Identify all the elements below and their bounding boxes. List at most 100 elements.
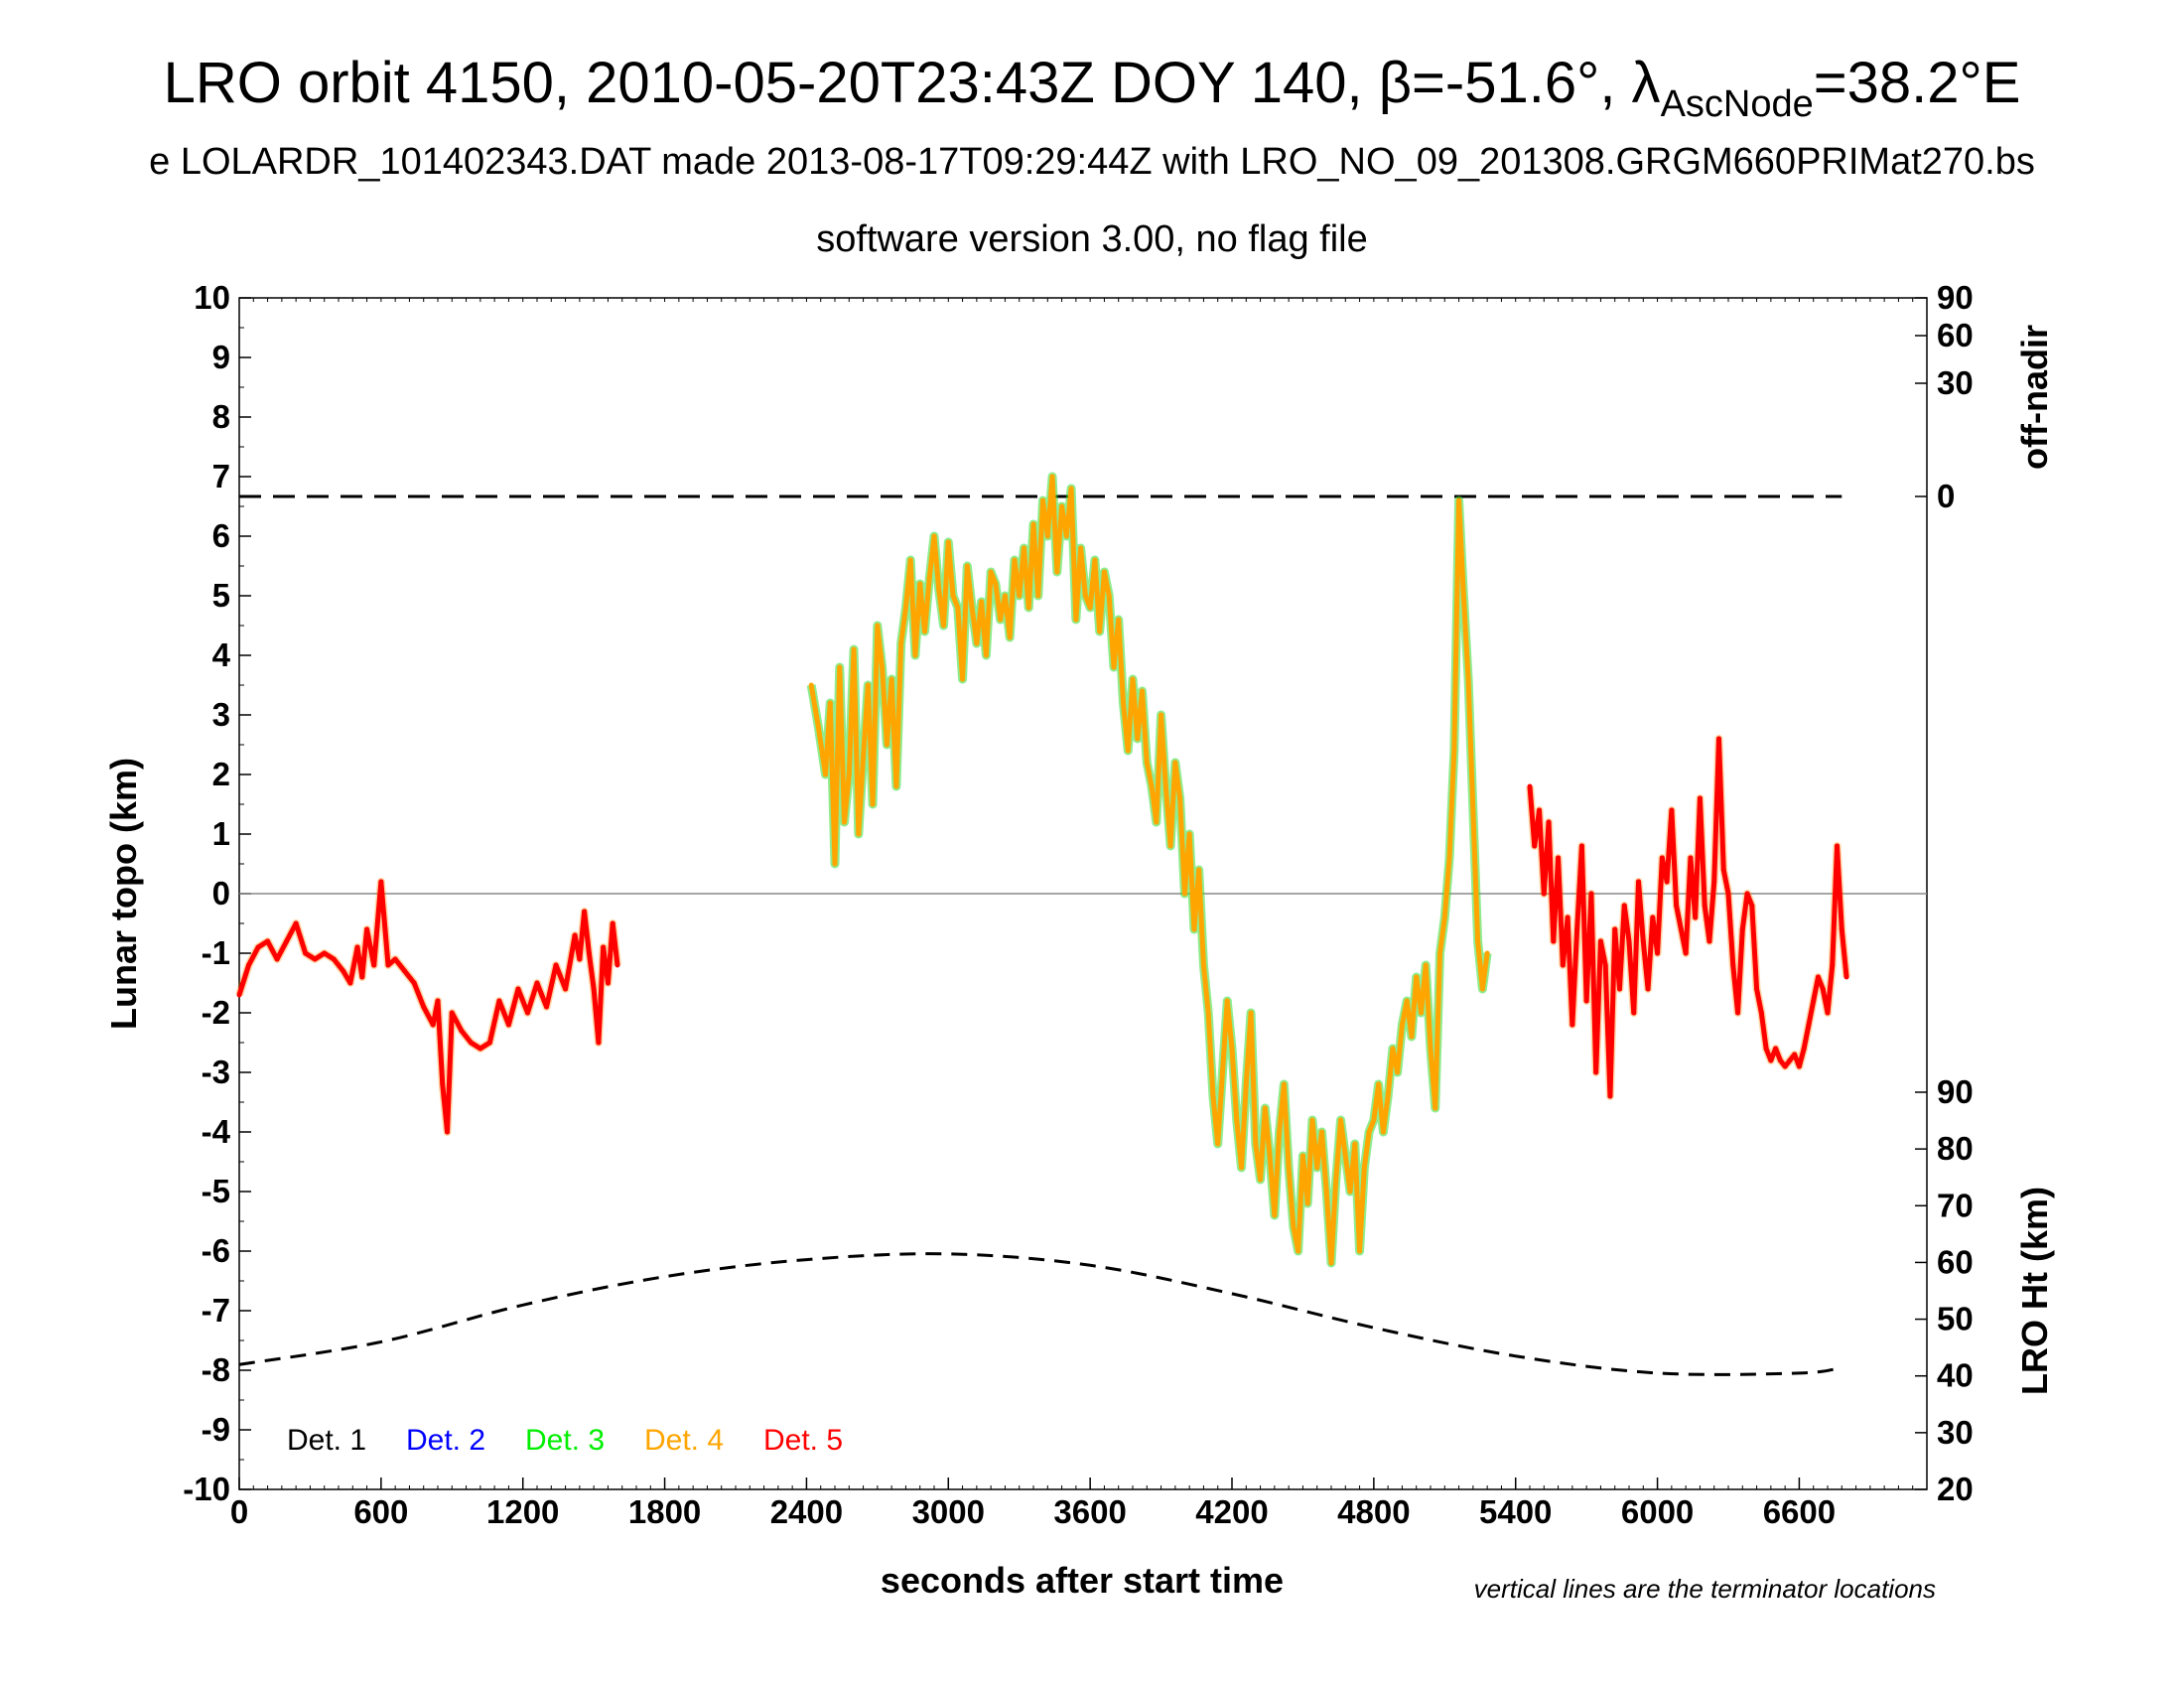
data-point	[870, 801, 876, 807]
data-point	[312, 956, 318, 962]
data-point	[1078, 545, 1084, 551]
data-point	[1101, 569, 1107, 575]
data-point	[1768, 1057, 1774, 1063]
data-point	[515, 986, 521, 992]
data-point	[1735, 1010, 1741, 1016]
data-point	[1304, 1200, 1310, 1206]
data-point	[1565, 914, 1570, 920]
data-point	[293, 920, 299, 926]
data-point	[1683, 950, 1689, 956]
x-tick-label: 4800	[1337, 1493, 1410, 1530]
data-point	[931, 533, 937, 539]
data-point	[921, 629, 927, 634]
data-point	[1224, 998, 1230, 1004]
y-left-tick-label: 8	[212, 398, 230, 435]
data-point	[385, 962, 391, 968]
y-left-tick-label: -2	[202, 994, 230, 1031]
data-point	[1688, 855, 1694, 861]
det-4-trace	[235, 878, 621, 1136]
data-point	[1655, 950, 1661, 956]
x-axis-label: seconds after start time	[881, 1560, 1284, 1601]
data-point	[1106, 593, 1112, 599]
data-point	[969, 605, 975, 611]
data-point	[1318, 1129, 1324, 1135]
data-point	[888, 676, 894, 682]
data-point	[1711, 879, 1717, 885]
data-point	[875, 623, 881, 629]
x-tick-label: 600	[353, 1493, 408, 1530]
data-point	[1451, 748, 1457, 754]
data-point	[1181, 891, 1187, 897]
data-point	[572, 932, 578, 938]
y-axis-label-offnadir: off-nadir	[2014, 325, 2055, 470]
height-tick-label: 60	[1937, 1243, 1974, 1280]
data-point	[1475, 938, 1481, 944]
data-point	[1830, 962, 1836, 968]
data-point	[1395, 1069, 1401, 1075]
data-point	[1546, 819, 1552, 825]
data-point	[1441, 914, 1447, 920]
data-point	[974, 640, 980, 646]
data-point	[1159, 712, 1164, 718]
data-point	[1479, 986, 1485, 992]
data-point	[1347, 1189, 1353, 1195]
legend-det-5: Det. 5	[763, 1424, 843, 1457]
data-point	[1777, 1057, 1783, 1063]
data-point	[1140, 688, 1146, 694]
y-left-tick-label: 9	[212, 339, 230, 375]
data-point	[1219, 1069, 1225, 1075]
legend: Det. 1 Det. 2 Det. 3 Det. 4 Det. 5	[287, 1424, 843, 1457]
data-point	[1693, 914, 1699, 920]
title-subscript: AscNode	[1661, 83, 1814, 125]
title-tail: =38.2°E	[1814, 51, 2021, 115]
height-tick-label: 70	[1937, 1187, 1974, 1223]
data-point	[359, 974, 365, 980]
data-point	[1296, 1248, 1301, 1254]
data-point	[496, 998, 502, 1004]
offnadir-tick-label: 60	[1937, 317, 1974, 353]
data-point	[1281, 1081, 1287, 1087]
data-point	[1739, 926, 1745, 932]
data-point	[1239, 1165, 1245, 1171]
data-point	[1167, 843, 1173, 849]
data-point	[1376, 1081, 1382, 1087]
offnadir-tick-label: 90	[1937, 279, 1974, 316]
data-point	[1583, 998, 1589, 1004]
x-tick-label: 5400	[1479, 1493, 1552, 1530]
data-point	[1229, 1046, 1235, 1052]
data-point	[1678, 926, 1684, 932]
data-point	[610, 920, 615, 926]
data-point	[1352, 1141, 1358, 1147]
data-point	[1371, 1117, 1377, 1123]
data-point	[534, 980, 540, 986]
data-point	[1262, 1105, 1268, 1111]
data-point	[1248, 1010, 1254, 1016]
y-left-tick-label: -5	[202, 1173, 230, 1209]
data-point	[378, 879, 384, 885]
data-point	[440, 1081, 446, 1087]
data-point	[347, 980, 353, 986]
data-point	[1597, 938, 1603, 944]
data-point	[1144, 760, 1150, 766]
data-point	[1674, 903, 1680, 909]
data-point	[1460, 593, 1466, 599]
data-point	[1470, 807, 1476, 813]
data-point	[1210, 1093, 1216, 1099]
data-point	[1342, 1153, 1348, 1159]
data-point	[1423, 962, 1429, 968]
data-point	[926, 575, 932, 581]
data-point	[586, 950, 592, 956]
y-left-tick-label: -7	[202, 1292, 230, 1329]
data-point	[815, 724, 821, 730]
data-point	[246, 962, 252, 968]
data-point	[524, 1010, 530, 1016]
x-tick-label: 1800	[628, 1493, 701, 1530]
data-point	[1021, 545, 1026, 551]
data-point	[1465, 676, 1471, 682]
y-left-tick-label: -10	[183, 1471, 230, 1507]
data-point	[1616, 986, 1622, 992]
chart-subtitle-file: e LOLARDR_101402343.DAT made 2013-08-17T…	[149, 141, 2035, 183]
data-point	[1012, 557, 1018, 563]
data-point	[1399, 1022, 1405, 1028]
data-point	[1659, 855, 1665, 861]
